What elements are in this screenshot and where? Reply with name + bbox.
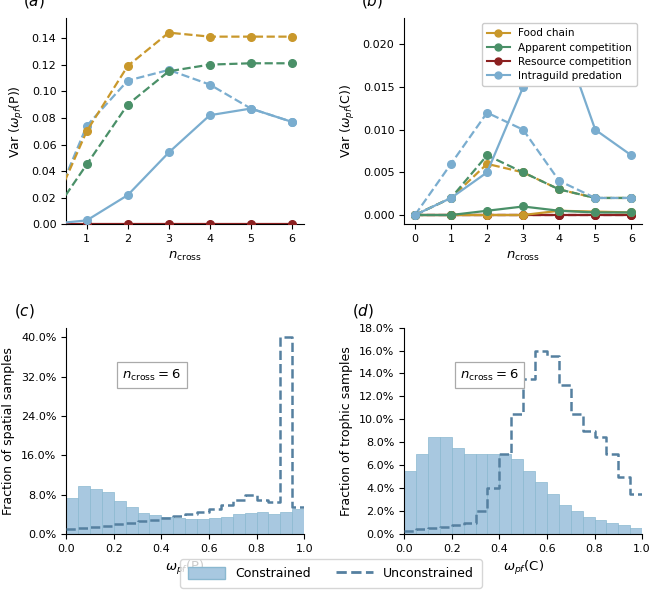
Bar [475,454,487,534]
Bar [404,471,416,534]
Text: $(b)$: $(b)$ [361,0,383,10]
Y-axis label: Var $(\omega_{pf}(\mathrm{P}))$: Var $(\omega_{pf}(\mathrm{P}))$ [8,85,26,158]
Bar [571,511,583,534]
Bar [90,489,102,534]
Bar [138,514,150,534]
Text: $(d)$: $(d)$ [352,302,374,320]
Bar [209,518,221,534]
Bar [559,505,571,534]
Y-axis label: Fraction of trophic samples: Fraction of trophic samples [340,346,354,515]
Bar [221,517,233,534]
X-axis label: $n_{\rm cross}$: $n_{\rm cross}$ [506,250,540,263]
Bar [162,517,173,534]
Bar [197,519,209,534]
Text: $(a)$: $(a)$ [23,0,45,10]
Bar [535,482,547,534]
Bar [440,437,451,534]
Bar [281,512,293,534]
Bar [293,509,305,534]
Bar [102,492,114,534]
Bar [594,520,606,534]
Bar [233,514,245,534]
Y-axis label: Var $(\omega_{pf}(\mathrm{C}))$: Var $(\omega_{pf}(\mathrm{C}))$ [339,84,357,158]
Bar [66,498,78,534]
Bar [606,523,618,534]
Bar [416,454,428,534]
Bar [245,513,257,534]
Bar [185,519,197,534]
Bar [428,437,440,534]
Text: $n_{\rm cross} = 6$: $n_{\rm cross} = 6$ [461,368,519,383]
Bar [511,460,523,534]
Bar [583,517,594,534]
Bar [547,494,559,534]
Y-axis label: Fraction of spatial samples: Fraction of spatial samples [3,347,15,515]
Bar [523,471,535,534]
Bar [78,486,90,534]
Legend: Food chain, Apparent competition, Resource competition, Intraguild predation: Food chain, Apparent competition, Resour… [481,23,637,86]
Bar [114,500,126,534]
X-axis label: $n_{\rm cross}$: $n_{\rm cross}$ [168,250,203,263]
Bar [126,507,138,534]
X-axis label: $\omega_{pf}(\mathrm{C})$: $\omega_{pf}(\mathrm{C})$ [502,559,544,577]
Bar [630,528,642,534]
Bar [618,525,630,534]
Legend: Constrained, Unconstrained: Constrained, Unconstrained [180,559,482,588]
Bar [257,512,269,534]
Text: $n_{\rm cross} = 6$: $n_{\rm cross} = 6$ [122,368,181,383]
Bar [451,448,463,534]
Bar [150,515,162,534]
X-axis label: $\omega_{pf}(\mathrm{P})$: $\omega_{pf}(\mathrm{P})$ [166,559,205,577]
Text: $(c)$: $(c)$ [14,302,34,320]
Bar [499,454,511,534]
Bar [269,514,281,534]
Bar [173,518,185,534]
Bar [463,454,475,534]
Bar [487,454,499,534]
